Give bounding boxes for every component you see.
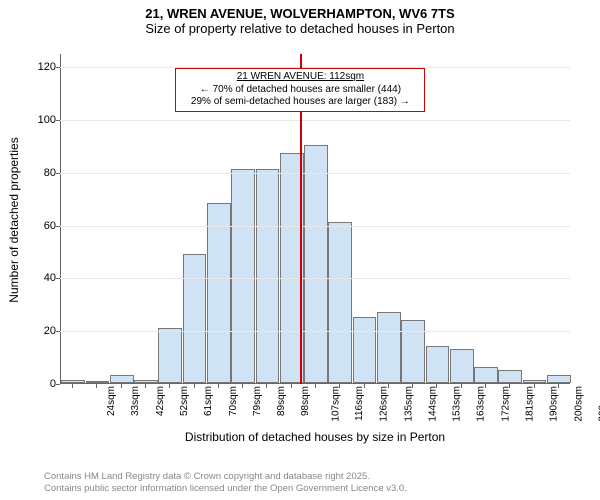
footnote-line1: Contains HM Land Registry data © Crown c… bbox=[44, 471, 370, 482]
x-tick-label: 52sqm bbox=[179, 386, 190, 416]
callout-line: 21 WREN AVENUE: 112sqm bbox=[182, 71, 418, 84]
histogram-bar bbox=[61, 380, 85, 383]
histogram-bar bbox=[134, 380, 158, 383]
chart-container: Number of detached properties 0 20 40 60 80 1… bbox=[0, 40, 600, 460]
histogram-bar bbox=[523, 380, 547, 383]
x-tick-label: 107sqm bbox=[330, 386, 341, 422]
x-tick-label: 42sqm bbox=[155, 386, 166, 416]
callout-line: ← 70% of detached houses are smaller (44… bbox=[182, 84, 418, 97]
x-tick-label: 135sqm bbox=[403, 386, 414, 422]
x-tick-label: 190sqm bbox=[549, 386, 560, 422]
x-tick-label: 181sqm bbox=[525, 386, 536, 422]
x-tick-label: 24sqm bbox=[106, 386, 117, 416]
y-tick-label: 0 bbox=[32, 378, 56, 390]
histogram-bar bbox=[547, 375, 571, 383]
x-tick-label: 33sqm bbox=[130, 386, 141, 416]
footnote: Contains HM Land Registry data © Crown c… bbox=[44, 471, 407, 494]
x-tick-label: 70sqm bbox=[228, 386, 239, 416]
y-tick-label: 120 bbox=[32, 61, 56, 73]
histogram-bar bbox=[304, 145, 328, 383]
histogram-bar bbox=[498, 370, 522, 383]
histogram-bar bbox=[377, 312, 401, 383]
x-tick-label: 163sqm bbox=[476, 386, 487, 422]
callout-box: 21 WREN AVENUE: 112sqm← 70% of detached … bbox=[175, 68, 425, 112]
histogram-bar bbox=[183, 254, 207, 383]
histogram-bar bbox=[426, 346, 450, 383]
x-tick-label: 116sqm bbox=[354, 386, 365, 421]
x-tick-label: 153sqm bbox=[452, 386, 463, 422]
histogram-bar bbox=[474, 367, 498, 383]
footnote-line2: Contains public sector information licen… bbox=[44, 483, 407, 494]
chart-title: 21, WREN AVENUE, WOLVERHAMPTON, WV6 7TS bbox=[0, 0, 600, 21]
histogram-bar bbox=[158, 328, 182, 383]
x-tick-label: 89sqm bbox=[276, 386, 287, 416]
y-tick-label: 60 bbox=[32, 220, 56, 232]
histogram-bar bbox=[110, 375, 134, 383]
histogram-bar bbox=[86, 381, 110, 383]
histogram-bar bbox=[450, 349, 474, 383]
chart-subtitle: Size of property relative to detached ho… bbox=[0, 21, 600, 40]
y-tick-label: 80 bbox=[32, 167, 56, 179]
x-tick-label: 144sqm bbox=[427, 386, 438, 422]
x-tick-label: 79sqm bbox=[252, 386, 263, 416]
x-tick-label: 200sqm bbox=[573, 386, 584, 422]
y-axis-label: Number of detached properties bbox=[7, 137, 21, 302]
x-tick-label: 172sqm bbox=[500, 386, 511, 422]
x-tick-label: 61sqm bbox=[203, 386, 214, 416]
y-tick-label: 40 bbox=[32, 272, 56, 284]
y-tick-label: 20 bbox=[32, 325, 56, 337]
histogram-bar bbox=[231, 169, 255, 383]
y-tick-label: 100 bbox=[32, 114, 56, 126]
histogram-bar bbox=[401, 320, 425, 383]
x-tick-label: 126sqm bbox=[379, 386, 390, 422]
histogram-bar bbox=[353, 317, 377, 383]
histogram-bar bbox=[256, 169, 280, 383]
x-axis-label: Distribution of detached houses by size … bbox=[60, 430, 570, 444]
histogram-bar bbox=[328, 222, 352, 383]
callout-line: 29% of semi-detached houses are larger (… bbox=[182, 96, 418, 109]
x-tick-label: 98sqm bbox=[300, 386, 311, 416]
histogram-bar bbox=[207, 203, 231, 383]
